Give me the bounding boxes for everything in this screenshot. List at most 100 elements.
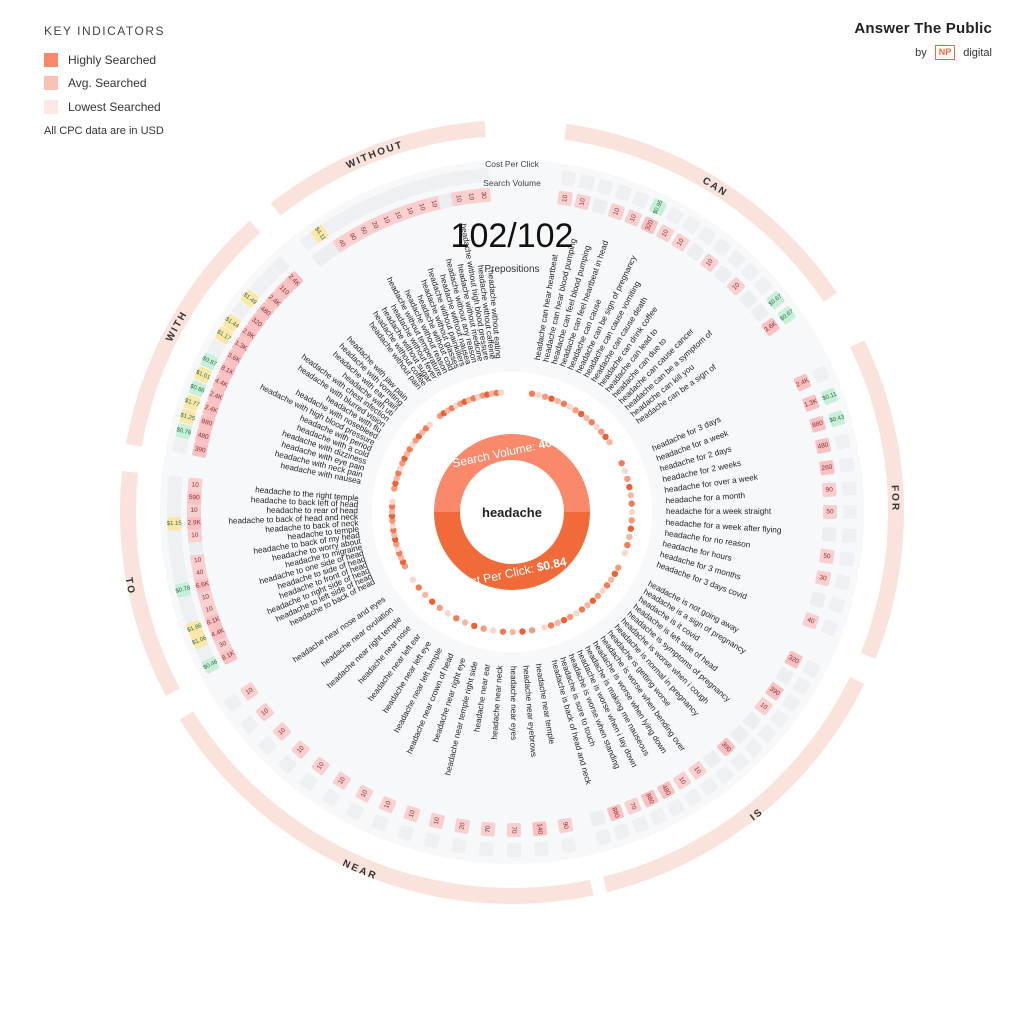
volume-bubble (377, 211, 395, 229)
cpc-bubble (560, 837, 577, 853)
spoke-dot (528, 390, 536, 397)
group-arc-near[interactable] (179, 711, 594, 905)
volume-bubble (765, 682, 784, 701)
group-label-to: TO (123, 577, 137, 597)
brand-company: digital (963, 46, 992, 59)
volume-value: 20 (458, 822, 466, 831)
cpc-bubble (166, 503, 182, 518)
cpc-bubble (596, 178, 614, 196)
volume-bubble (608, 203, 625, 221)
spoke-dot (395, 469, 402, 477)
volume-value: 10 (731, 281, 741, 291)
volume-value: 10 (759, 702, 769, 712)
search-volume-arc[interactable] (434, 434, 590, 512)
cpc-bubble (834, 574, 851, 591)
cpc-bubble (821, 619, 839, 637)
spoke-dot (583, 414, 590, 422)
volume-value: 10 (316, 761, 326, 771)
spoke-dot (493, 389, 500, 397)
spoke-to-69[interactable]: headache to rear of head 10 (166, 503, 359, 518)
volume-bubble (750, 303, 769, 322)
query-label[interactable]: headache near eyes (509, 666, 518, 740)
spoke-dot (392, 480, 399, 487)
group-arc-with[interactable] (125, 220, 261, 447)
cpc-bubble (828, 410, 846, 428)
legend-swatch-avg (44, 76, 58, 91)
cpc-bubble (311, 224, 330, 243)
cpc-bubble (215, 326, 233, 345)
volume-bubble (187, 527, 203, 543)
volume-bubble (194, 576, 211, 593)
spoke-dot (461, 619, 469, 626)
volume-value: 10 (277, 726, 287, 736)
volume-bubble (624, 209, 642, 227)
volume-bubble (657, 781, 675, 799)
spoke-for-21[interactable]: headache for a week straight 50 (666, 505, 857, 519)
volume-bubble (607, 804, 624, 822)
volume-value: 10 (561, 194, 569, 203)
volume-value: 10 (201, 593, 210, 602)
cpc-bubble (754, 276, 773, 295)
spoke-dot (391, 485, 398, 492)
volume-bubble (355, 784, 374, 803)
spoke-dot (401, 455, 408, 462)
volume-bubble (209, 624, 227, 642)
volume-bubble (775, 666, 794, 685)
group-arc-for[interactable] (849, 340, 904, 659)
cpc-bubble (649, 807, 668, 826)
volume-bubble (187, 515, 202, 530)
np-badge-icon: NP (934, 45, 956, 60)
group-arc-is[interactable] (602, 676, 865, 893)
volume-value: 10 (405, 206, 414, 215)
spoke-dot (415, 584, 422, 591)
volume-bubble (823, 505, 837, 519)
spoke-near-44[interactable]: headache near eyes 70 (506, 666, 521, 858)
volume-bubble (641, 789, 659, 808)
volume-bubble (186, 503, 202, 518)
group-arc-without[interactable] (270, 120, 486, 216)
spoke-dot (589, 597, 597, 604)
volume-value: 10 (417, 203, 426, 212)
volume-bubble (754, 697, 773, 716)
query-label[interactable]: headache to rear of head (266, 506, 358, 516)
brand-logo[interactable]: Answer The Public by NP digital (854, 20, 992, 60)
query-label[interactable]: headache to back of head and neck (228, 512, 359, 525)
cpc-bubble (407, 179, 425, 197)
cpc-bubble (179, 408, 196, 426)
volume-bubble (192, 441, 209, 458)
cpc-bubble (451, 838, 467, 854)
spoke-to-68[interactable]: headache to back of head and neck 2.9K $1.… (167, 512, 360, 531)
volume-value: 10 (194, 556, 203, 564)
volume-bubble (232, 336, 250, 355)
cpc-bubble (613, 823, 631, 840)
cpc-bubble (682, 216, 701, 235)
legend-title: KEY INDICATORS (44, 24, 166, 38)
volume-bubble (463, 189, 479, 205)
query-label[interactable]: headache for a week straight (666, 507, 772, 516)
cpc-bubble (666, 207, 684, 225)
cpc-bubble (188, 380, 206, 398)
spoke-dot (602, 433, 609, 441)
cpc-bubble (595, 829, 612, 846)
cpc-bubble (782, 693, 801, 712)
spoke-dot (399, 460, 406, 467)
volume-value: 590 (189, 494, 201, 502)
spoke-dot (488, 390, 496, 397)
volume-bubble (589, 810, 607, 827)
group-arc-to[interactable] (119, 471, 181, 697)
cpc-bubble (250, 278, 269, 297)
volume-bubble (815, 437, 831, 454)
volume-value: 480 (197, 432, 210, 441)
cpc-value: $0.78 (176, 427, 193, 437)
volume-bubble (284, 271, 304, 290)
cost-per-click-arc[interactable] (434, 512, 590, 590)
volume-bubble (413, 198, 431, 216)
cpc-bubble (632, 190, 650, 209)
group-arc-can[interactable] (564, 123, 837, 302)
spoke-dot (471, 622, 478, 630)
cpc-bubble (172, 568, 189, 585)
volume-bubble (821, 482, 837, 498)
spoke-dot (389, 522, 396, 529)
volume-bubble (742, 711, 762, 730)
cpc-bubble (667, 798, 685, 817)
